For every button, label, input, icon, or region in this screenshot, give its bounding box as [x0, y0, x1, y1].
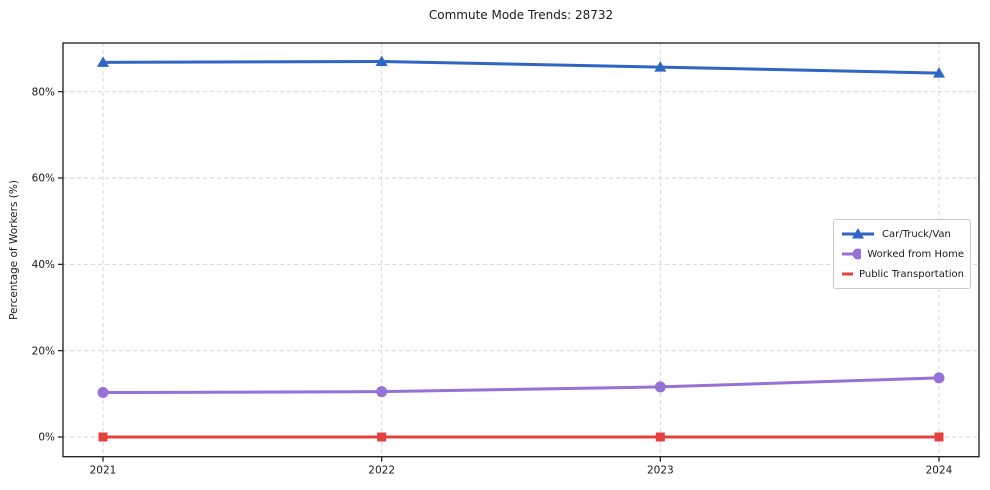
triangle-marker [375, 55, 388, 66]
series-triangle [97, 55, 945, 78]
series-line [101, 59, 941, 75]
circle-marker [654, 381, 666, 393]
triangle-marker [654, 61, 667, 72]
series-line [101, 376, 941, 395]
legend-label: Public Transportation [859, 268, 964, 280]
legend-label: Car/Truck/Van [882, 228, 951, 240]
square-marker [377, 432, 387, 442]
triangle-marker [933, 67, 945, 78]
square-marker [655, 432, 665, 442]
circle-marker [376, 386, 388, 398]
series-square [98, 432, 944, 442]
legend-item: Public Transportation [840, 264, 964, 284]
legend-label: Worked from Home [867, 248, 964, 260]
x-tick-label: 2023 [647, 465, 674, 477]
y-tick-label: 40% [32, 259, 55, 271]
square-marker [98, 432, 108, 442]
x-tick-label: 2022 [368, 465, 395, 477]
square-marker [934, 432, 944, 442]
x-tick-label: 2024 [926, 465, 953, 477]
x-tick-label: 2021 [90, 465, 117, 477]
plot-border [62, 42, 980, 458]
circle-marker [852, 248, 862, 260]
triangle-marker [97, 56, 109, 67]
legend-marker-sample [842, 248, 862, 260]
y-tick-label: 60% [32, 173, 55, 185]
chart-title: Commute Mode Trends: 28732 [428, 8, 614, 22]
legend-marker-sample [842, 228, 874, 239]
legend: Car/Truck/Van Worked from Home Public Tran… [833, 219, 971, 289]
triangle-marker [852, 228, 864, 239]
series-circle [97, 372, 945, 399]
circle-marker [933, 372, 945, 384]
y-tick-label: 20% [32, 345, 55, 357]
y-tick-label: 0% [38, 432, 55, 444]
y-tick-label: 80% [32, 86, 55, 98]
legend-item: Worked from Home [840, 244, 964, 264]
legend-marker-sample [842, 272, 854, 276]
legend-item: Car/Truck/Van [840, 224, 964, 244]
circle-marker [97, 387, 109, 399]
